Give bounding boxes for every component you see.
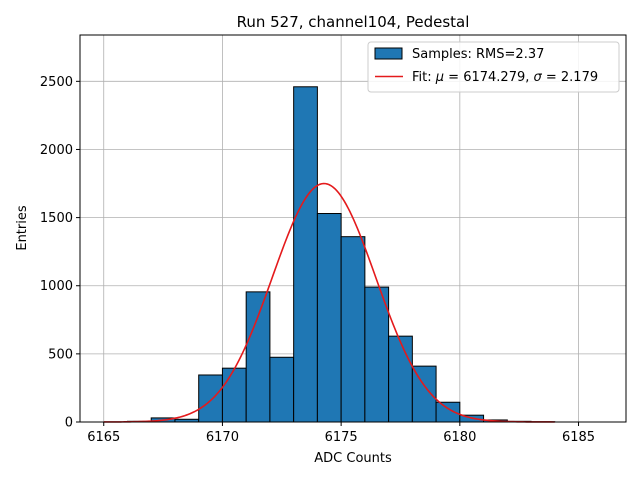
legend-fit-sigma-value: = 2.179 xyxy=(542,70,598,85)
y-tick-label: 1500 xyxy=(40,211,73,226)
y-axis-label: Entries xyxy=(15,205,30,251)
histogram-bar xyxy=(316,213,342,423)
legend-fit-mu-symbol: μ xyxy=(435,70,444,85)
y-tick-label: 2500 xyxy=(40,75,73,90)
x-tick-label: 6170 xyxy=(206,430,239,445)
legend-fit-sigma-symbol: σ xyxy=(534,70,543,85)
x-tick-label: 6165 xyxy=(87,430,120,445)
x-axis-ticks: 6165 6170 6175 6180 6185 xyxy=(87,422,595,445)
y-tick-label: 2000 xyxy=(40,143,73,158)
y-tick-label: 500 xyxy=(48,347,73,362)
legend: Samples: RMS=2.37 Fit: μ = 6174.279, σ =… xyxy=(367,41,620,93)
histogram-bar xyxy=(364,286,390,423)
histogram-bar xyxy=(340,236,366,423)
histogram-bar xyxy=(198,374,223,423)
y-tick-label: 1000 xyxy=(40,279,73,294)
histogram-bar xyxy=(221,367,247,423)
x-axis-label: ADC Counts xyxy=(314,451,392,466)
legend-fit-label: Fit: μ = 6174.279, σ = 2.179 xyxy=(412,70,598,85)
legend-histogram-label: Samples: RMS=2.37 xyxy=(412,47,544,62)
fit-curve-line xyxy=(103,182,555,423)
plot-area-frame xyxy=(79,34,627,423)
legend-fit-mu-value: = 6174.279, xyxy=(444,70,533,85)
histogram-bar xyxy=(388,335,413,423)
y-axis-ticks: 0 500 1000 1500 2000 2500 xyxy=(40,75,80,431)
x-tick-label: 6185 xyxy=(562,430,595,445)
y-tick-label: 0 xyxy=(65,416,73,431)
histogram-bar xyxy=(411,365,437,423)
histogram-bars xyxy=(126,86,556,423)
histogram-bar xyxy=(245,291,271,423)
x-tick-label: 6180 xyxy=(443,430,476,445)
x-tick-label: 6175 xyxy=(325,430,358,445)
histogram-bar xyxy=(269,356,295,423)
legend-frame xyxy=(367,41,620,93)
chart-title: Run 527, channel104, Pedestal xyxy=(237,13,470,31)
legend-histogram-swatch xyxy=(374,47,403,60)
legend-fit-prefix: Fit: xyxy=(412,70,436,85)
histogram-bar xyxy=(293,86,318,423)
